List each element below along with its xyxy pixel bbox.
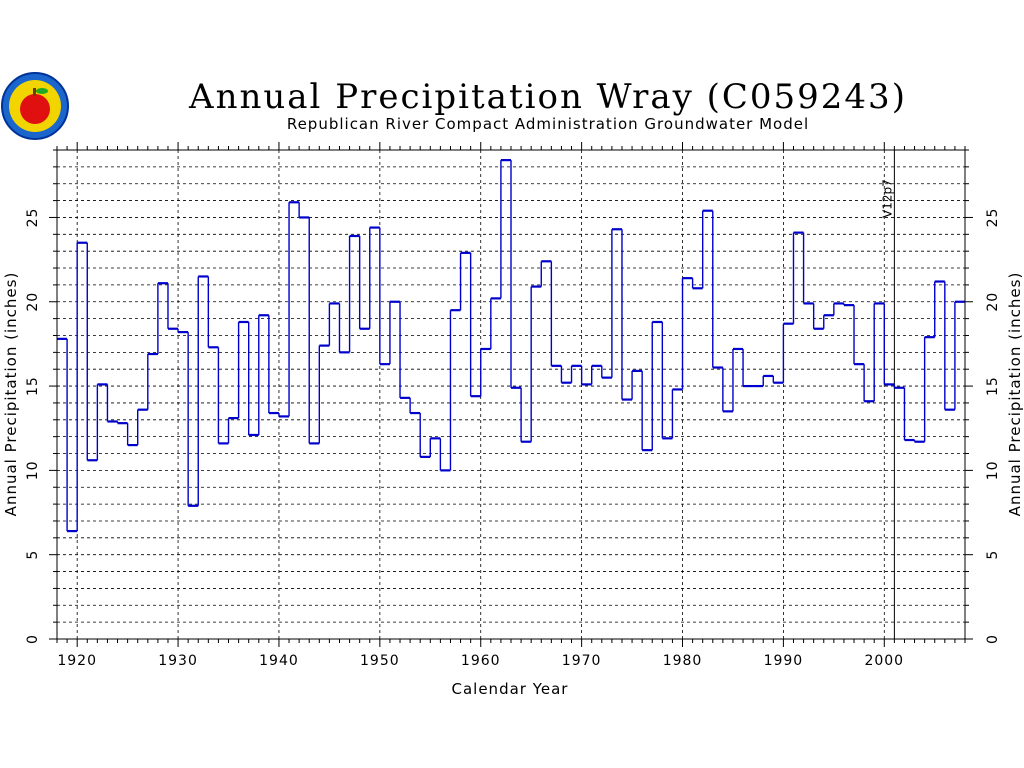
y-tick-label-left: 25: [25, 208, 41, 228]
y-axis-label-right: Annual Precipitation (inches): [1006, 272, 1024, 517]
y-axis-label-left: Annual Precipitation (inches): [2, 272, 20, 517]
y-tick-label-right: 10: [985, 460, 1001, 480]
chart-subtitle: Republican River Compact Administration …: [287, 115, 809, 133]
y-tick-label-left: 0: [25, 634, 41, 644]
y-tick-label-right: 25: [985, 208, 1001, 228]
rrca-logo: [1, 72, 69, 140]
x-axis-ticks: 1920 1930 1940 1950 1960 1970 1980 1990 2000: [56, 142, 966, 669]
y-axis-ticks-right: 0 5 10 15 20 25: [965, 149, 1001, 644]
x-tick-label: 1950: [360, 653, 400, 669]
y-tick-label-left: 10: [25, 460, 41, 480]
y-tick-label-right: 20: [985, 292, 1001, 312]
y-tick-label-right: 0: [985, 634, 1001, 644]
x-tick-label: 1940: [259, 653, 299, 669]
x-axis-label: Calendar Year: [452, 680, 569, 698]
y-tick-label-left: 20: [25, 292, 41, 312]
x-tick-label: 1920: [57, 653, 97, 669]
plot-frame: [56, 149, 966, 640]
x-tick-label: 1970: [562, 653, 602, 669]
precipitation-series: [57, 159, 965, 533]
x-tick-label: 1930: [158, 653, 198, 669]
version-annotation: V12p7: [880, 150, 895, 639]
annotation-label: V12p7: [880, 179, 894, 218]
y-tick-label-right: 15: [985, 376, 1001, 396]
x-tick-label: 1960: [461, 653, 501, 669]
y-tick-label-right: 5: [985, 550, 1001, 560]
x-tick-label: 1980: [663, 653, 703, 669]
chart-title: Annual Precipitation Wray (C059243): [188, 77, 907, 117]
y-tick-label-left: 5: [25, 550, 41, 560]
x-tick-label: 1990: [764, 653, 804, 669]
y-axis-ticks-left: 0 5 10 15 20 25: [25, 149, 57, 644]
y-tick-label-left: 15: [25, 376, 41, 396]
x-tick-label: 2000: [864, 653, 904, 669]
